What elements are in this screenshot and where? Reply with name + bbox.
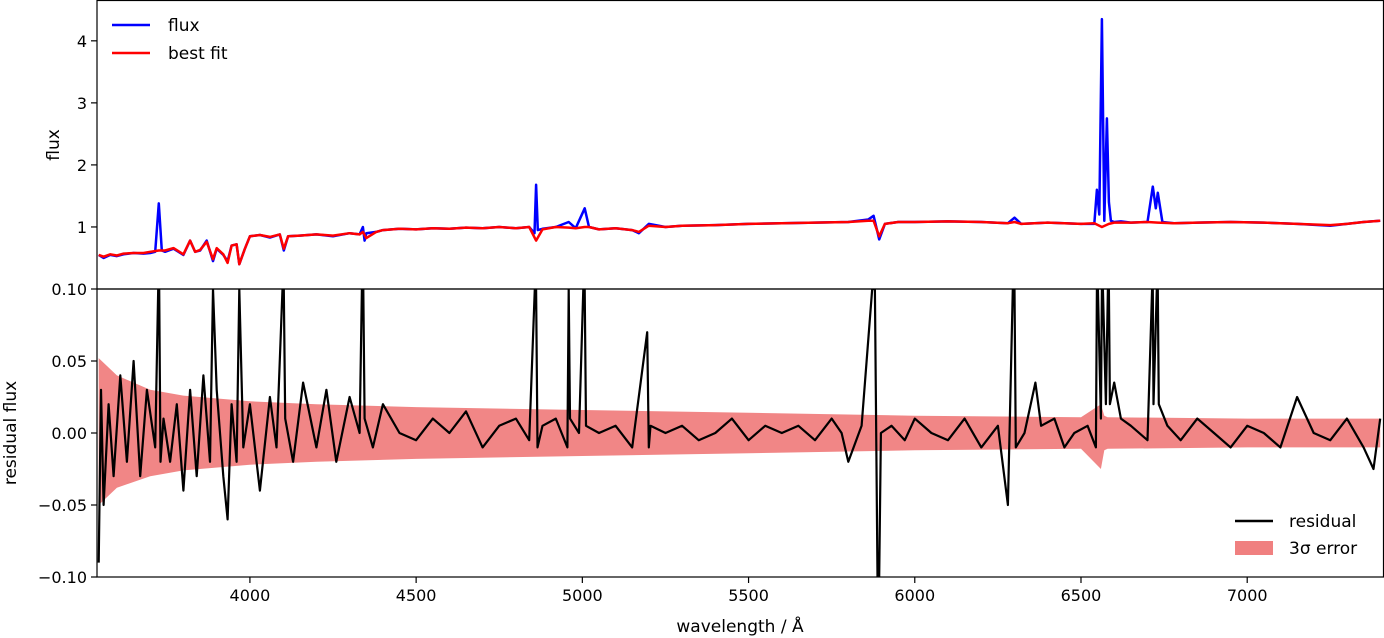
residual-ytick-label: 0.00 [51,424,87,443]
wavelength-xtick-label: 6500 [1061,586,1102,605]
wavelength-xtick-label: 5500 [728,586,769,605]
legend-residual-label: residual [1289,512,1356,532]
residual-ytick-label: −0.05 [38,496,87,515]
wavelength-xtick-label: 7000 [1227,586,1268,605]
wavelength-axis-label: wavelength / Å [676,615,804,637]
residual-ytick-label: −0.10 [38,568,87,587]
series-best-fit-line [98,219,1381,266]
flux-ytick-label: 3 [77,94,87,113]
flux-panel-frame [96,0,1384,290]
residual-axis-label: residual flux [1,381,21,485]
flux-axis-label: flux [44,129,64,161]
residual-ytick-label: 0.05 [51,352,87,371]
wavelength-xtick-label: 4000 [230,586,271,605]
flux-panel: 1 2 3 4 flux flux best fit [44,0,1384,290]
residual-legend: residual 3σ error [1235,512,1357,559]
wavelength-xtick-label: 6000 [894,586,935,605]
residual-panel: −0.10 −0.05 0.00 0.05 0.10 4000 4500 5000 5500 6… [1,280,1384,637]
legend-error-label: 3σ error [1289,539,1357,559]
flux-ytick-label: 1 [77,218,87,237]
residual-ytick-label: 0.10 [51,280,87,299]
series-residual-line [97,289,1382,577]
flux-legend: flux best fit [112,16,228,64]
wavelength-xtick-label: 4500 [396,586,437,605]
legend-best-fit-label: best fit [168,44,228,64]
flux-ytick-label: 2 [77,156,87,175]
legend-flux-label: flux [168,16,200,36]
error-band-area [98,358,1381,505]
series-flux-line [98,17,1381,266]
wavelength-xtick-label: 5000 [562,586,603,605]
legend-error-swatch [1235,541,1273,555]
flux-ytick-label: 4 [77,32,87,51]
